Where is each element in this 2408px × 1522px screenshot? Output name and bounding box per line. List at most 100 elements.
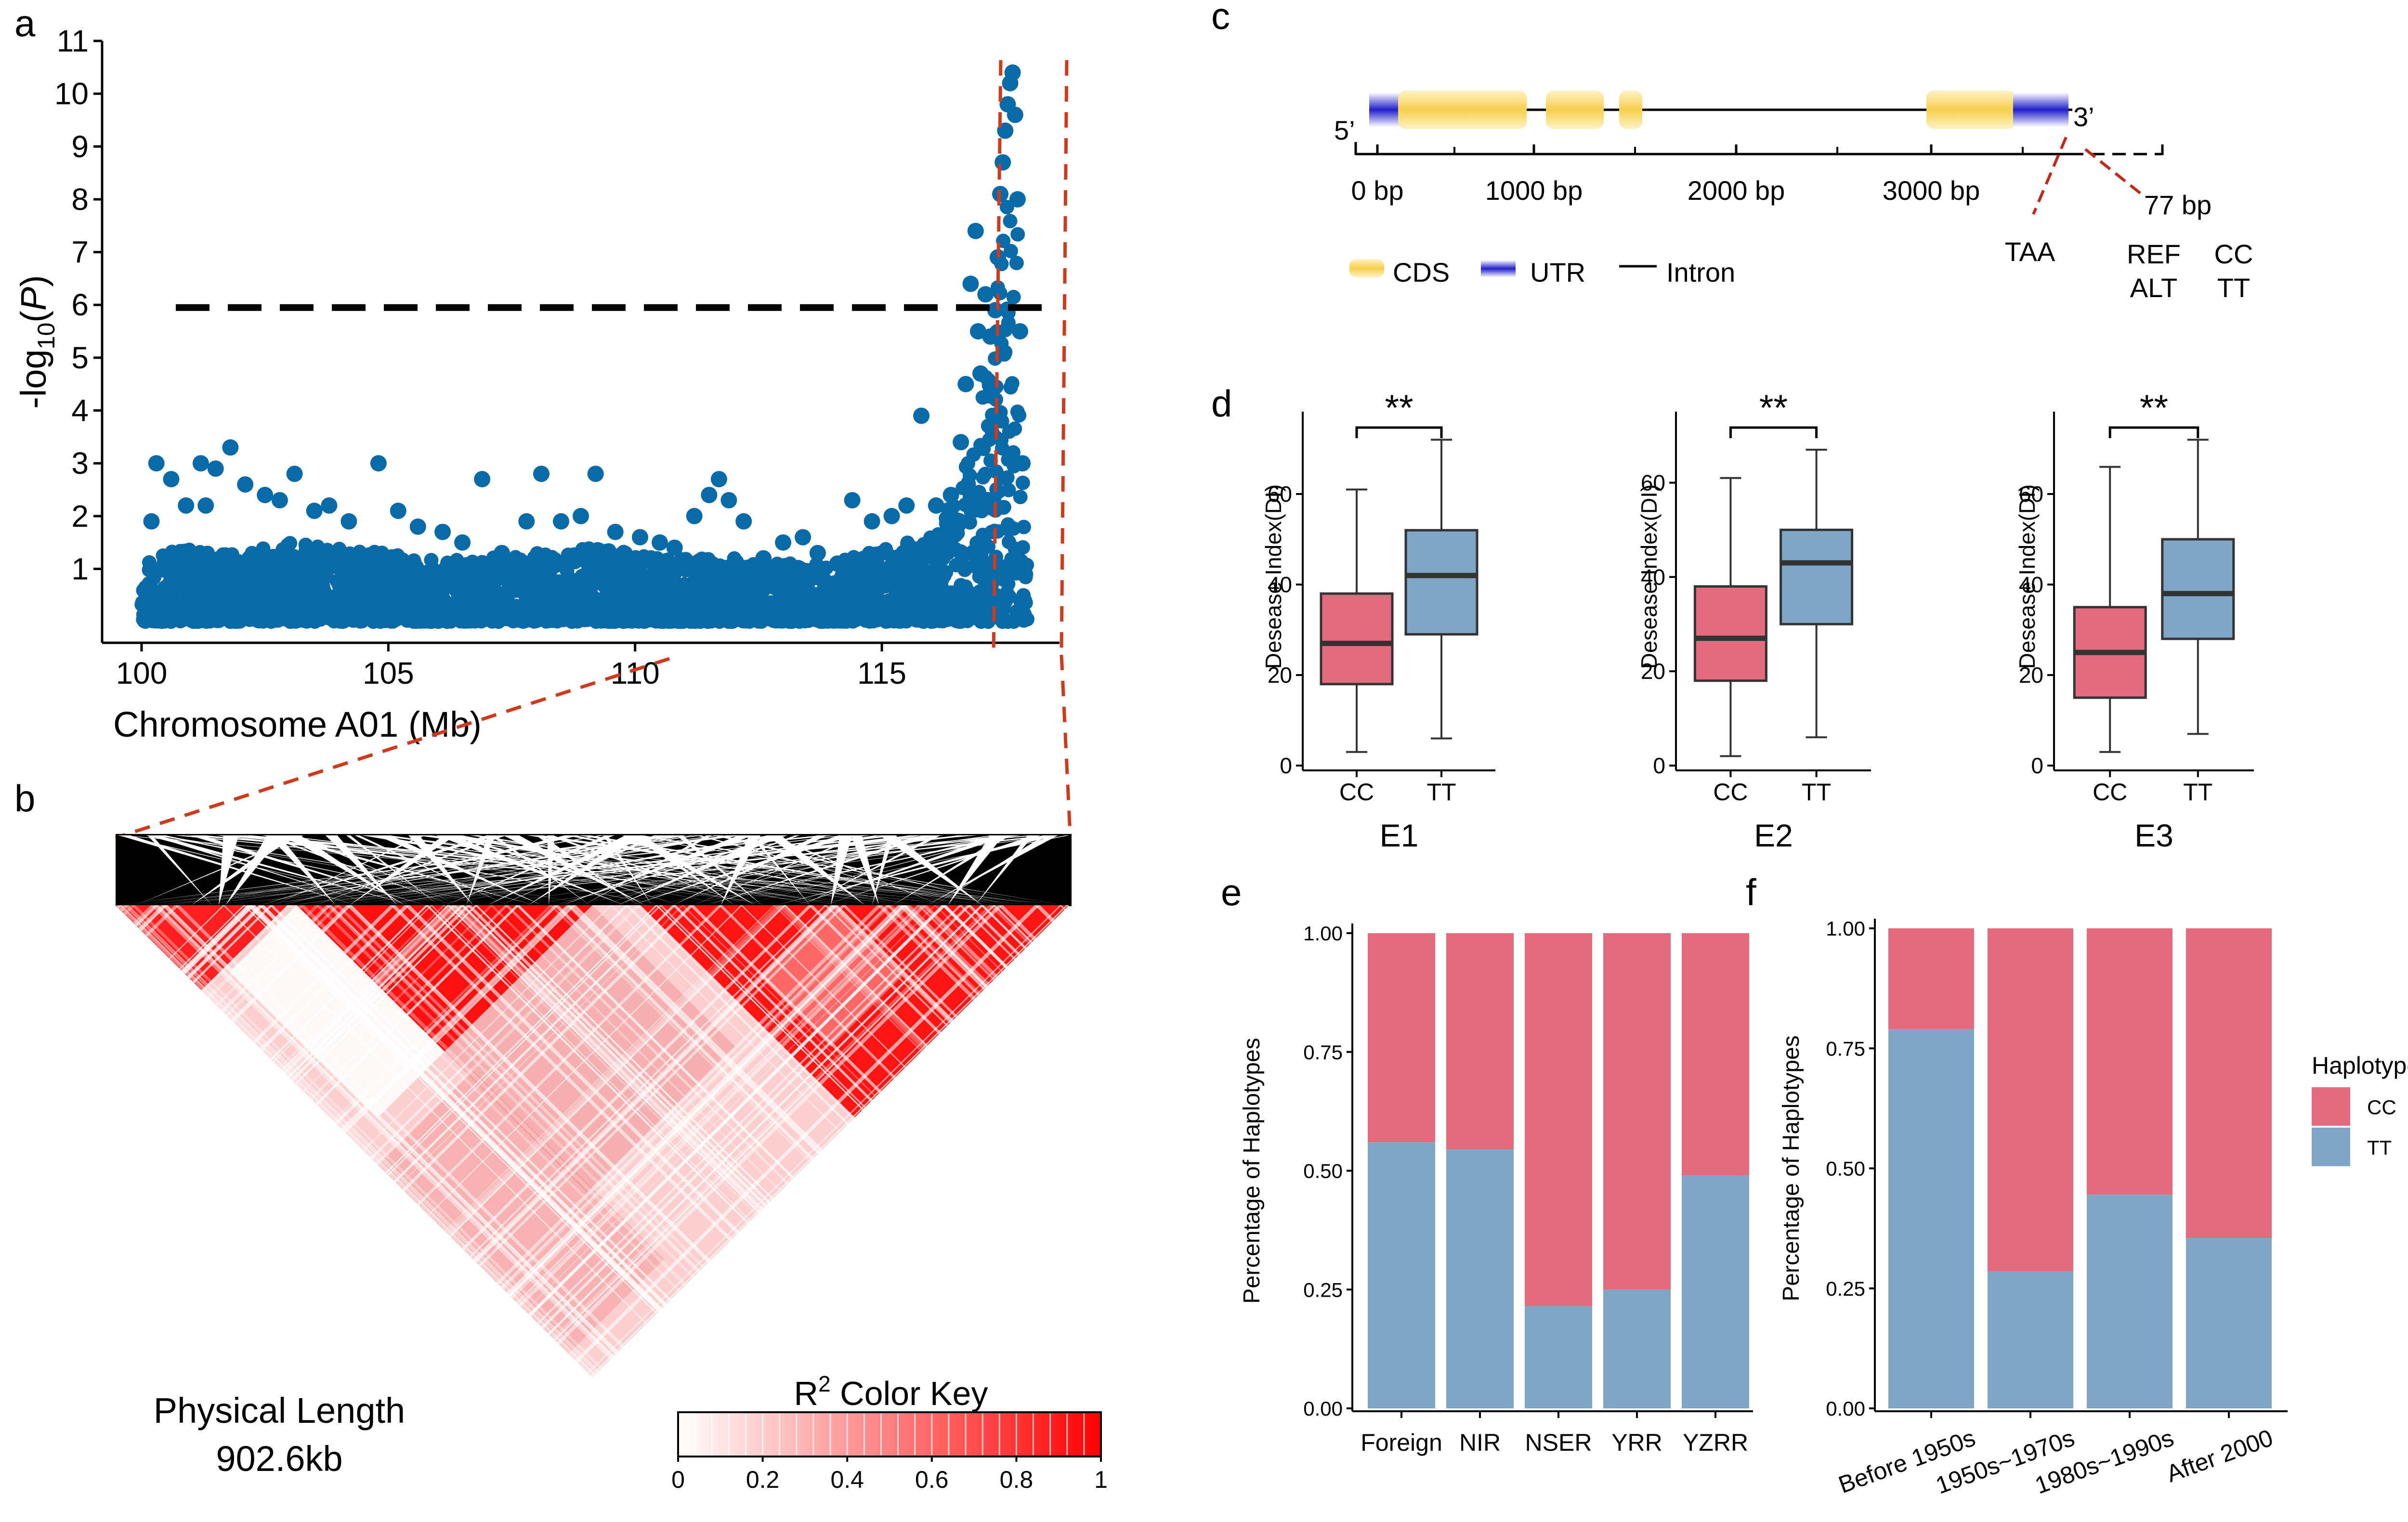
snp-point xyxy=(321,607,336,622)
snp-wedge xyxy=(720,835,761,905)
snp-wedge xyxy=(824,835,1041,905)
legend-cds-swatch xyxy=(1349,259,1384,277)
color-key-title-tail: Color Key xyxy=(831,1375,988,1412)
snp-point xyxy=(271,492,288,508)
snp-point xyxy=(363,557,378,572)
snp-point xyxy=(182,543,196,557)
snp-point xyxy=(355,595,370,610)
snp-point xyxy=(146,570,161,585)
cds-exons xyxy=(1398,91,2015,129)
x-tick-label: NIR xyxy=(1459,1429,1501,1456)
y-tick-label: 11 xyxy=(57,24,89,58)
snp-point xyxy=(463,597,478,612)
snp-point xyxy=(409,518,426,535)
snp-wedge xyxy=(253,835,847,905)
snp-point xyxy=(726,561,741,576)
snp-point xyxy=(281,611,296,626)
snp-wedge xyxy=(449,835,680,905)
variant-leader xyxy=(2084,148,2142,195)
snp-point xyxy=(587,466,604,482)
snp-point xyxy=(436,576,451,591)
bar-cc xyxy=(1988,928,2073,1272)
environment-label: E3 xyxy=(2134,818,2173,853)
box-cc xyxy=(1693,585,1767,682)
x-tick-label: NSER xyxy=(1525,1429,1592,1456)
snp-point xyxy=(967,222,984,239)
snp-point xyxy=(795,529,811,546)
x-tick-label: 105 xyxy=(363,656,414,690)
snp-point xyxy=(959,613,974,628)
y-axis-label: Percentage of Haplotypes xyxy=(1779,1035,1804,1301)
snp-point xyxy=(610,577,625,592)
ld-line xyxy=(999,905,1069,1035)
snp-point xyxy=(197,497,214,514)
snp-wedge xyxy=(150,835,377,905)
snp-point xyxy=(734,611,749,626)
snp-position-wedges xyxy=(116,835,1072,905)
snp-wedge xyxy=(155,835,597,905)
bar-tt xyxy=(1525,1306,1592,1408)
y-axis-label-post: ) xyxy=(13,275,53,287)
color-key-tick-label: 0 xyxy=(671,1466,685,1493)
snp-point xyxy=(237,476,254,493)
snp-point xyxy=(768,603,783,618)
snp-point xyxy=(785,613,799,628)
alt-allele: TT xyxy=(2217,273,2250,303)
legend-tt-label: TT xyxy=(2367,1136,2392,1159)
snp-point xyxy=(486,583,501,598)
snp-point xyxy=(256,541,271,556)
snp-point xyxy=(692,572,707,586)
box-tt xyxy=(1780,528,1854,625)
snp-point xyxy=(571,601,586,616)
snp-point xyxy=(988,351,1003,366)
ld-line xyxy=(116,905,135,1010)
snp-point xyxy=(603,556,618,571)
snp-point xyxy=(561,547,576,562)
snp-wedge xyxy=(294,835,735,905)
snp-point xyxy=(227,564,242,579)
snp-point xyxy=(775,534,792,551)
y-axis-label: -log10(P) xyxy=(13,275,60,409)
snp-point xyxy=(583,595,598,610)
snp-point xyxy=(242,561,256,576)
snp-point xyxy=(896,613,911,628)
ld-block xyxy=(297,905,592,1052)
bar-tt xyxy=(2186,1238,2272,1408)
snp-point xyxy=(1001,534,1016,549)
snp-point xyxy=(281,601,296,616)
snp-point xyxy=(791,559,806,574)
snp-point xyxy=(1017,606,1032,621)
y-tick-label: 60 xyxy=(1268,481,1292,507)
snp-point xyxy=(713,607,728,622)
snp-point xyxy=(910,604,925,619)
ld-line xyxy=(990,905,1069,1040)
snp-point xyxy=(579,545,594,559)
color-key-tick-label: 1 xyxy=(1094,1466,1108,1493)
stop-codon-label: TAA xyxy=(2005,236,2055,267)
snp-point xyxy=(757,611,772,626)
snp-point xyxy=(977,286,994,303)
snp-point xyxy=(478,594,493,609)
snp-point xyxy=(844,582,859,597)
snp-point xyxy=(783,571,798,586)
snp-point xyxy=(1010,227,1025,242)
snp-point xyxy=(361,578,376,593)
bar-tt xyxy=(1446,1149,1514,1408)
snp-point xyxy=(367,545,382,559)
snp-point xyxy=(844,492,861,508)
bar-cc xyxy=(1682,933,1749,1176)
snp-point xyxy=(416,566,431,581)
significance-bracket xyxy=(1355,426,1443,438)
snp-point xyxy=(384,549,399,564)
y-tick-label: 3 xyxy=(71,446,89,481)
snp-point xyxy=(156,548,170,563)
snp-point xyxy=(969,323,986,340)
snp-point xyxy=(1007,106,1023,123)
snp-point xyxy=(862,614,877,629)
snp-point xyxy=(293,611,308,625)
snp-wedge xyxy=(441,835,1058,905)
color-key-ticks: 0 0.2 0.4 0.6 0.8 1 xyxy=(671,1414,1108,1493)
snp-wedge xyxy=(301,835,870,905)
haplotype-legend-title: Haplotype xyxy=(2312,1052,2408,1079)
